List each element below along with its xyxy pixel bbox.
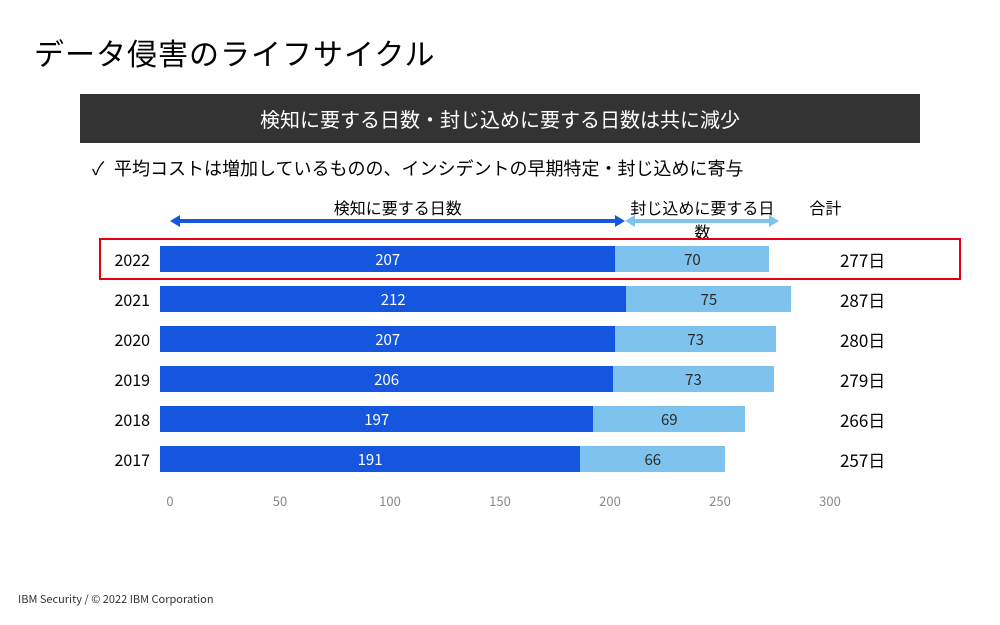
- x-axis: 050100150200250300: [170, 485, 830, 515]
- year-label: 2017: [100, 447, 160, 471]
- x-tick-label: 100: [379, 491, 401, 510]
- legend-label-detect: 検知に要する日数: [170, 195, 625, 219]
- footer-copyright: IBM Security / © 2022 IBM Corporation: [18, 591, 214, 607]
- page-title: データ侵害のライフサイクル: [34, 30, 980, 74]
- bar-segment-contain: 73: [613, 366, 774, 392]
- chart-legend: 検知に要する日数 封じ込めに要する日数 合計: [170, 195, 930, 231]
- x-tick-label: 300: [819, 491, 841, 510]
- bar-segment-detect: 207: [160, 326, 615, 352]
- bar-segment-detect: 197: [160, 406, 593, 432]
- year-label: 2019: [100, 367, 160, 391]
- bar-plot: 20773: [160, 326, 820, 352]
- x-tick-label: 150: [489, 491, 511, 510]
- year-label: 2021: [100, 287, 160, 311]
- bullet-line: ✓ 平均コストは増加しているものの、インシデントの早期特定・封じ込めに寄与: [92, 155, 980, 181]
- bar-segment-contain: 70: [615, 246, 769, 272]
- x-tick-label: 200: [599, 491, 621, 510]
- bar-segment-contain: 75: [626, 286, 791, 312]
- bar-segment-contain: 73: [615, 326, 776, 352]
- bar-plot: 20673: [160, 366, 820, 392]
- bar-chart: 202220770277日202121275287日202020773280日2…: [100, 239, 960, 479]
- check-icon: ✓: [92, 155, 110, 181]
- bar-plot: 21275: [160, 286, 820, 312]
- x-tick-label: 250: [709, 491, 731, 510]
- bar-segment-detect: 207: [160, 246, 615, 272]
- bar-plot: 20770: [160, 246, 820, 272]
- row-total: 266日: [820, 407, 940, 432]
- legend-arrow-contain: [635, 219, 769, 223]
- bar-segment-detect: 206: [160, 366, 613, 392]
- row-total: 277日: [820, 247, 940, 272]
- chart-row-2020: 202020773280日: [100, 319, 960, 359]
- row-total: 287日: [820, 287, 940, 312]
- legend-arrow-detect: [180, 219, 615, 223]
- bar-segment-contain: 66: [580, 446, 725, 472]
- row-total: 257日: [820, 447, 940, 472]
- bar-segment-contain: 69: [593, 406, 745, 432]
- chart-row-2022: 202220770277日: [100, 239, 960, 279]
- bullet-text: 平均コストは増加しているものの、インシデントの早期特定・封じ込めに寄与: [114, 155, 743, 181]
- chart-row-2017: 201719166257日: [100, 439, 960, 479]
- chart-row-2018: 201819769266日: [100, 399, 960, 439]
- row-total: 280日: [820, 327, 940, 352]
- bar-segment-detect: 191: [160, 446, 580, 472]
- year-label: 2020: [100, 327, 160, 351]
- year-label: 2022: [100, 247, 160, 271]
- row-total: 279日: [820, 367, 940, 392]
- x-tick-label: 0: [166, 491, 173, 510]
- bar-segment-detect: 212: [160, 286, 626, 312]
- chart-row-2019: 201920673279日: [100, 359, 960, 399]
- summary-banner: 検知に要する日数・封じ込めに要する日数は共に減少: [80, 94, 920, 143]
- legend-label-total: 合計: [809, 195, 841, 219]
- bar-plot: 19769: [160, 406, 820, 432]
- year-label: 2018: [100, 407, 160, 431]
- chart-row-2021: 202121275287日: [100, 279, 960, 319]
- x-tick-label: 50: [273, 491, 287, 510]
- bar-plot: 19166: [160, 446, 820, 472]
